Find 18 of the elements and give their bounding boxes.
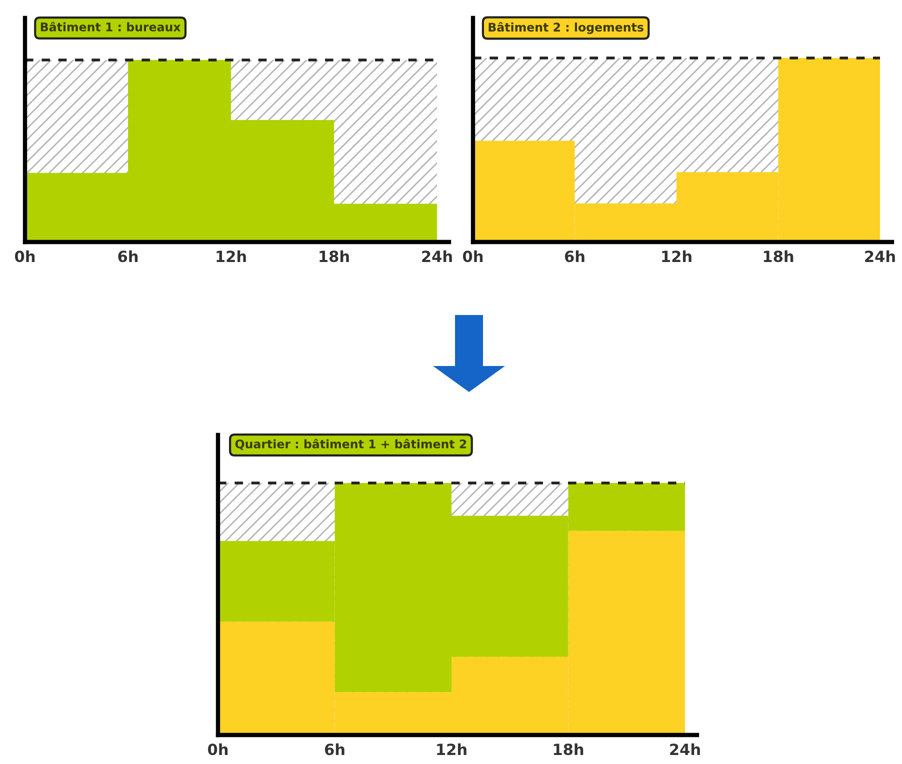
x-tick-label: 18h bbox=[764, 250, 794, 262]
x-tick-label: 6h bbox=[324, 743, 344, 756]
x-tick-label: 12h bbox=[216, 250, 246, 262]
chart-title: Bâtiment 2 : logements bbox=[488, 22, 644, 34]
x-tick-label: 24h bbox=[670, 743, 700, 755]
x-tick-label: 24h bbox=[422, 250, 452, 262]
x-tick-label: 18h bbox=[554, 743, 584, 756]
x-tick-label: 24h bbox=[865, 250, 895, 262]
x-tick-label: 18h bbox=[320, 250, 349, 262]
x-tick-label: 0h bbox=[208, 743, 228, 756]
x-tick-label: 0h bbox=[14, 250, 35, 262]
chart-title: Bâtiment 1 : bureaux bbox=[40, 22, 181, 32]
x-tick-label: 12h bbox=[437, 743, 466, 755]
x-tick-label: 12h bbox=[662, 250, 692, 262]
x-tick-label: 6h bbox=[564, 250, 584, 262]
chart-title: Quartier : bâtiment 1 + bâtiment 2 bbox=[235, 438, 466, 450]
x-tick-label: 0h bbox=[462, 250, 483, 262]
x-tick-label: 6h bbox=[118, 250, 138, 262]
